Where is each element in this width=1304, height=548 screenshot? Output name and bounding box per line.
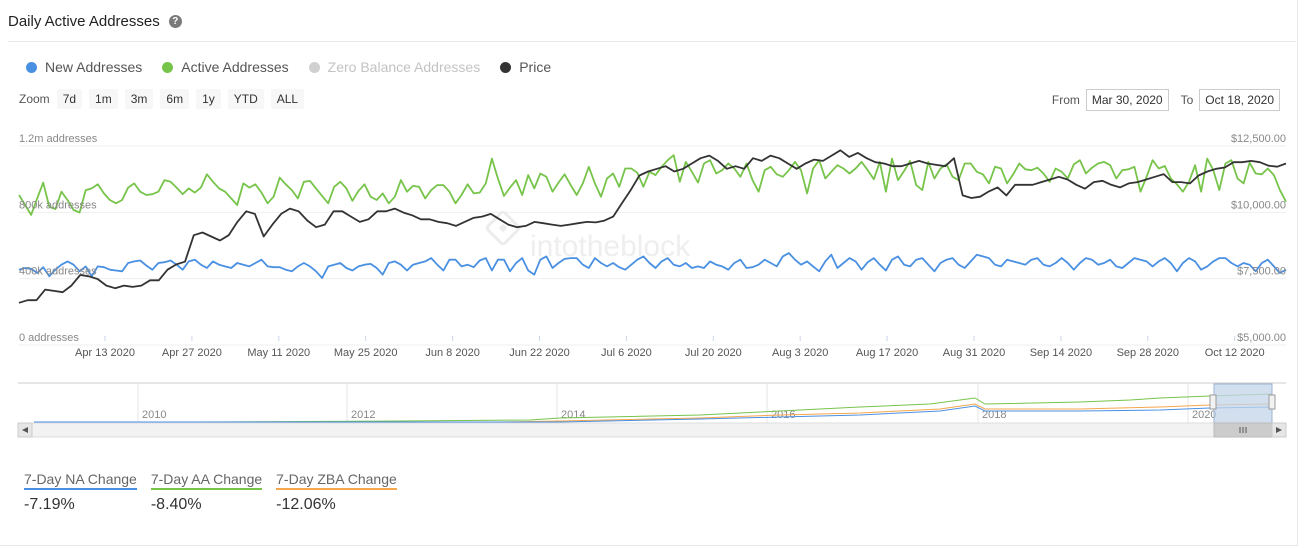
- x-tick-label: Jun 8 2020: [425, 347, 479, 359]
- legend-dot-icon: [500, 61, 512, 73]
- watermark-text: intotheblock: [530, 230, 691, 263]
- x-tick-label: Apr 13 2020: [75, 347, 135, 359]
- to-date-input[interactable]: Oct 18, 2020: [1199, 89, 1280, 111]
- stat-7-day-na-change: 7-Day NA Change -7.19%: [24, 471, 137, 514]
- series-line-price: [18, 149, 1287, 304]
- divider: [8, 41, 1296, 42]
- legend-label: New Addresses: [45, 59, 143, 75]
- x-tick-label: Sep 28 2020: [1117, 347, 1179, 359]
- zoom-button-7d[interactable]: 7d: [56, 89, 83, 109]
- navigator-selection[interactable]: [1213, 383, 1273, 424]
- y-left-tick-label: 0 addresses: [19, 332, 79, 344]
- series-line-active-addresses: [18, 154, 1287, 216]
- zoom-button-1y[interactable]: 1y: [196, 89, 221, 109]
- navigator-tick-label: 2020: [1192, 409, 1216, 421]
- zoom-button-all[interactable]: ALL: [270, 89, 305, 109]
- navigator-scrollbar-track[interactable]: [17, 422, 1287, 438]
- y-right-tick-label: $12,500.00: [1231, 133, 1286, 145]
- navigator-handle-right[interactable]: [1268, 394, 1276, 410]
- to-label: To: [1180, 93, 1194, 107]
- legend-item-active-addresses[interactable]: Active Addresses: [162, 59, 289, 75]
- zoom-controls: Zoom 7d 1m 3m 6m 1y YTD ALL: [19, 89, 311, 109]
- chart-legend: New Addresses Active Addresses Zero Balanc…: [26, 59, 551, 75]
- y-right-tick-label: $7,500.00: [1237, 266, 1286, 278]
- navigator-tick-label: 2018: [982, 409, 1006, 421]
- legend-dot-icon: [308, 61, 320, 73]
- grip-icon: [1239, 427, 1247, 433]
- x-tick-label: Oct 12 2020: [1205, 347, 1265, 359]
- y-axis-labels: 1.2m addresses $12,500.00 800k addresses $1…: [19, 133, 1286, 344]
- legend-label: Active Addresses: [181, 59, 289, 75]
- x-tick-label: May 11 2020: [247, 347, 310, 359]
- date-range: From Mar 30, 2020 To Oct 18, 2020: [1052, 89, 1280, 111]
- zoom-button-6m[interactable]: 6m: [160, 89, 190, 109]
- x-tick-label: Jul 20 2020: [685, 347, 742, 359]
- legend-item-price[interactable]: Price: [500, 59, 551, 75]
- navigator-tick-label: 2012: [351, 409, 375, 421]
- watermark: intotheblock: [485, 210, 691, 263]
- x-tick-label: May 25 2020: [334, 347, 398, 359]
- x-tick-label: Aug 31 2020: [943, 347, 1005, 359]
- navigator-zba-line: [34, 403, 1273, 423]
- zoom-button-1m[interactable]: 1m: [89, 89, 118, 109]
- y-left-tick-label: 800k addresses: [19, 199, 97, 211]
- stat-value: -12.06%: [276, 496, 336, 513]
- navigator-tick-label: 2014: [561, 409, 585, 421]
- y-right-tick-label: $10,000.00: [1231, 199, 1286, 211]
- stat-label: 7-Day AA Change: [150, 471, 263, 490]
- navigator[interactable]: 2010 2012 2014 2016 2018 2020: [0, 380, 1304, 440]
- zoom-button-ytd[interactable]: YTD: [227, 89, 264, 109]
- x-axis-labels: Apr 13 2020 Apr 27 2020 May 11 2020 May 25 …: [75, 336, 1265, 359]
- navigator-handle-left[interactable]: [1209, 394, 1217, 410]
- title-row: Daily Active Addresses ?: [8, 10, 182, 32]
- stats-row: 7-Day NA Change -7.19% 7-Day AA Change -8.4…: [24, 471, 397, 514]
- series-layer: [18, 149, 1287, 304]
- from-date-input[interactable]: Mar 30, 2020: [1085, 89, 1169, 111]
- stat-value: -7.19%: [24, 496, 75, 513]
- stat-value: -8.40%: [150, 496, 202, 513]
- zoom-button-3m[interactable]: 3m: [124, 89, 154, 109]
- page-title: Daily Active Addresses: [8, 12, 160, 30]
- y-left-tick-label: 1.2m addresses: [19, 133, 98, 145]
- stat-label: 7-Day ZBA Change: [276, 471, 397, 490]
- watermark-logo-icon: [485, 210, 521, 246]
- legend-dot-icon: [162, 61, 174, 73]
- series-line-new-addresses: [18, 252, 1287, 279]
- stat-7-day-zba-change: 7-Day ZBA Change -12.06%: [276, 471, 397, 514]
- x-tick-label: Sep 14 2020: [1030, 347, 1092, 359]
- x-tick-label: Jul 6 2020: [601, 347, 652, 359]
- main-chart: intotheblock 1.2m addresses $12,500.00 800…: [18, 133, 1287, 359]
- chevron-right-icon: [1276, 427, 1282, 433]
- x-tick-label: Jun 22 2020: [509, 347, 570, 359]
- stat-7-day-aa-change: 7-Day AA Change -8.40%: [150, 471, 263, 514]
- legend-label: Zero Balance Addresses: [327, 59, 481, 75]
- y-left-tick-label: 400k addresses: [19, 266, 97, 278]
- chevron-left-icon: [22, 427, 28, 433]
- stat-label: 7-Day NA Change: [24, 471, 137, 490]
- legend-label: Price: [519, 59, 552, 75]
- x-tick-label: Aug 17 2020: [856, 347, 918, 359]
- from-label: From: [1051, 93, 1080, 107]
- navigator-tick-label: 2010: [142, 409, 166, 421]
- x-tick-label: Apr 27 2020: [162, 347, 222, 359]
- navigator-new-line: [34, 405, 1273, 423]
- question-circle-icon[interactable]: ?: [168, 14, 182, 28]
- grid-lines: [19, 145, 1286, 346]
- legend-dot-icon: [26, 61, 37, 73]
- navigator-active-line: [34, 393, 1273, 423]
- zoom-label: Zoom: [19, 92, 50, 106]
- legend-item-new-addresses[interactable]: New Addresses: [26, 59, 142, 75]
- y-right-tick-label: $5,000.00: [1237, 332, 1286, 344]
- legend-item-zero-balance-addresses[interactable]: Zero Balance Addresses: [308, 59, 481, 75]
- x-tick-label: Aug 3 2020: [772, 347, 828, 359]
